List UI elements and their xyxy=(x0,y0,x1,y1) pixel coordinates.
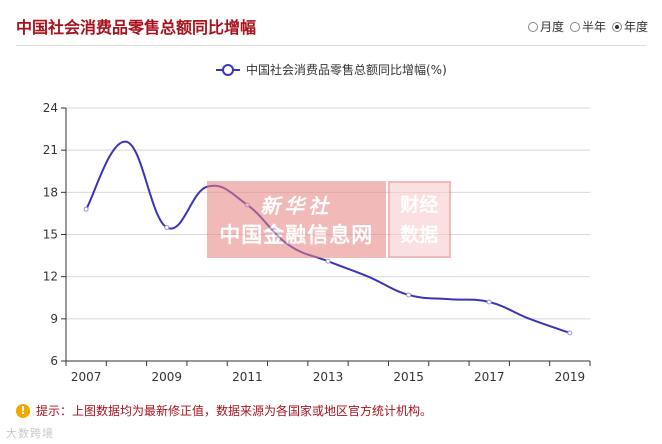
y-tick-label-24: 24 xyxy=(43,101,58,115)
legend[interactable]: 中国社会消费品零售总额同比增幅(%) xyxy=(216,62,447,77)
radio-monthly[interactable] xyxy=(527,21,538,32)
bottom-logo: 大数跨境 xyxy=(6,427,54,440)
legend-circle-marker xyxy=(222,64,234,76)
x-tick-label-2019: 2019 xyxy=(555,370,586,384)
period-label-yearly: 年度 xyxy=(623,20,648,34)
y-tick-label-12: 12 xyxy=(43,270,58,284)
x-tick-label-2009: 2009 xyxy=(151,370,182,384)
watermark-line2: 中国金融信息网 xyxy=(219,223,374,247)
y-tick-label-9: 9 xyxy=(50,312,58,326)
period-label-halfyear: 半年 xyxy=(581,20,606,34)
x-tick-label-2017: 2017 xyxy=(474,370,505,384)
period-option-halfyear[interactable]: 半年 xyxy=(569,18,606,35)
watermark-side-bottom: 数据 xyxy=(400,223,439,246)
radio-yearly[interactable] xyxy=(611,21,622,32)
watermark-side: 财经 数据 xyxy=(387,181,451,258)
x-tick-label-2007: 2007 xyxy=(71,370,102,384)
y-tick-label-18: 18 xyxy=(43,185,58,199)
period-switch: 月度 半年 年度 xyxy=(527,18,648,35)
period-option-monthly[interactable]: 月度 xyxy=(527,18,564,35)
data-point-2007 xyxy=(83,206,89,212)
data-point-2015 xyxy=(406,292,412,298)
axes: 6 9 12 15 18 21 24 2007 2009 2011 2013 2015 2017 2019 xyxy=(43,101,591,384)
legend-label: 中国社会消费品零售总额同比增幅(%) xyxy=(246,62,447,77)
x-tick-label-2013: 2013 xyxy=(313,370,344,384)
notice-text: 提示：上图数据均为最新修正值，数据来源为各国家或地区官方统计机构。 xyxy=(36,404,433,418)
period-option-yearly[interactable]: 年度 xyxy=(611,18,648,35)
data-notice: ! 提示：上图数据均为最新修正值，数据来源为各国家或地区官方统计机构。 xyxy=(16,402,432,419)
header-divider xyxy=(16,45,646,46)
radio-halfyear[interactable] xyxy=(569,21,580,32)
y-tick-label-15: 15 xyxy=(43,228,58,242)
watermark-line1: 新华社 xyxy=(260,194,333,218)
y-tick-label-21: 21 xyxy=(43,143,58,157)
period-label-monthly: 月度 xyxy=(539,20,564,34)
data-point-2013 xyxy=(325,258,331,264)
data-point-2017 xyxy=(486,299,492,305)
exclamation-icon: ! xyxy=(16,403,30,418)
data-point-2019 xyxy=(567,330,573,336)
x-tick-label-2015: 2015 xyxy=(393,370,424,384)
x-tick-label-2011: 2011 xyxy=(232,370,263,384)
watermark-side-top: 财经 xyxy=(400,193,439,216)
line-chart: 6 9 12 15 18 21 24 2007 2009 2011 2013 2015 2017 2019… xyxy=(43,62,591,384)
chart-page-title: 中国社会消费品零售总额同比增幅 xyxy=(16,18,257,37)
watermark-main: 新华社 中国金融信息网 xyxy=(207,181,386,258)
y-tick-label-6: 6 xyxy=(50,354,58,368)
data-point-2009 xyxy=(164,224,170,230)
watermark: 新华社 中国金融信息网 财经 数据 xyxy=(207,181,451,258)
